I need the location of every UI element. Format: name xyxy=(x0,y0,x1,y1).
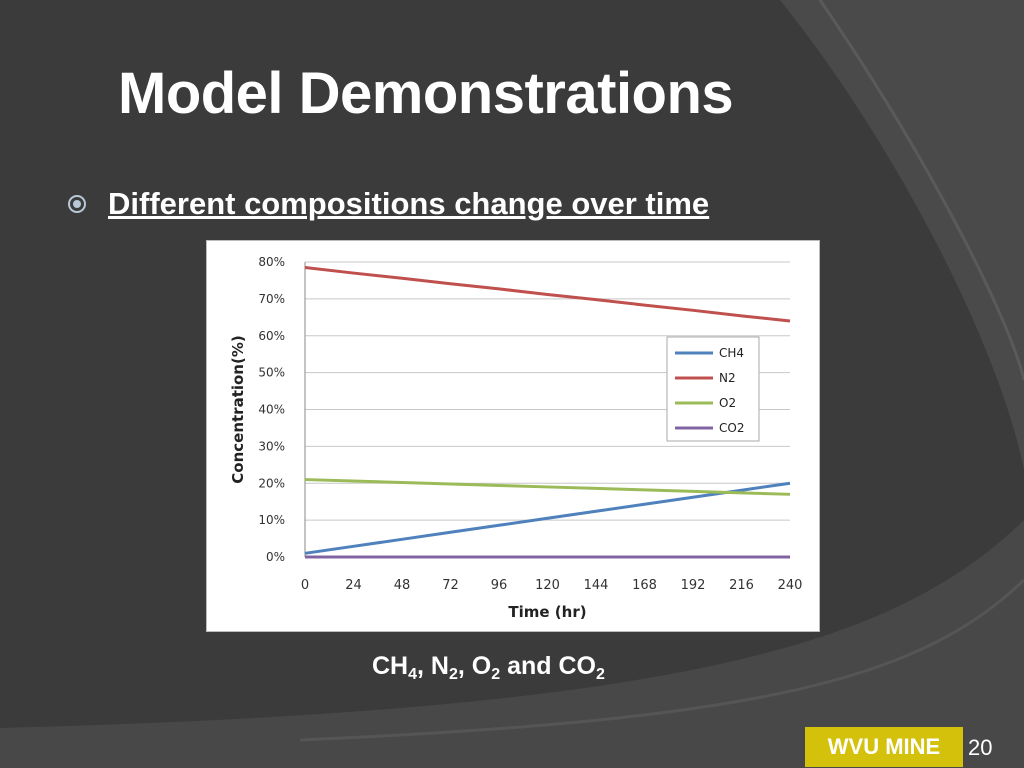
bullet-row: Different compositions change over time xyxy=(68,186,709,222)
footer-badge: WVU MINE xyxy=(805,727,963,767)
caption-subscript-0: 4 xyxy=(408,666,418,683)
y-tick-label: 40% xyxy=(258,403,285,417)
y-axis-title: Concentration(%) xyxy=(229,335,247,483)
bullet-text: Different compositions change over time xyxy=(108,186,710,221)
y-tick-label: 10% xyxy=(258,513,285,527)
y-tick-label: 0% xyxy=(266,550,285,564)
chart-caption: CH4, N2, O2 and CO2 xyxy=(372,652,605,684)
legend-label: CH4 xyxy=(719,346,744,360)
legend-label: CO2 xyxy=(719,421,744,435)
x-axis-title: Time (hr) xyxy=(508,603,586,621)
x-tick-label: 144 xyxy=(584,578,609,593)
page-number: 20 xyxy=(968,735,993,760)
chart-container: 0% 10% 20% 30% 40% 50% 60% 70% 80% 0 24 48 72 96 120 14… xyxy=(206,240,820,632)
legend-label: O2 xyxy=(719,396,736,410)
x-tick-label: 96 xyxy=(491,578,508,593)
y-tick-label: 50% xyxy=(258,366,285,380)
x-tick-label: 120 xyxy=(535,578,560,593)
y-tick-label: 20% xyxy=(258,476,285,490)
x-tick-label: 168 xyxy=(632,578,657,593)
y-tick-label: 80% xyxy=(258,255,285,269)
series-line-n2 xyxy=(304,266,791,323)
caption-text-2: , O xyxy=(457,652,492,680)
caption-subscript-2: 2 xyxy=(491,666,501,683)
series-line-o2 xyxy=(304,478,791,496)
slide-title: Model Demonstrations xyxy=(118,61,734,126)
legend-label: N2 xyxy=(719,371,736,385)
x-tick-label: 48 xyxy=(394,578,411,593)
caption-text-0: CH xyxy=(372,652,409,680)
bullet-icon xyxy=(68,195,86,213)
caption-text-1: , N xyxy=(417,652,449,680)
x-tick-label: 0 xyxy=(301,578,309,593)
x-tick-label: 192 xyxy=(681,578,706,593)
y-tick-label: 70% xyxy=(258,292,285,306)
caption-subscript-3: 2 xyxy=(595,666,605,683)
x-tick-label: 240 xyxy=(778,578,803,593)
line-chart: 0% 10% 20% 30% 40% 50% 60% 70% 80% 0 24 48 72 96 120 14… xyxy=(229,255,803,621)
series-line-ch4 xyxy=(304,481,791,555)
y-tick-label: 30% xyxy=(258,439,285,453)
caption-subscript-1: 2 xyxy=(448,666,458,683)
y-tick-label: 60% xyxy=(258,329,285,343)
caption-text-3: and CO xyxy=(500,652,596,680)
x-tick-label: 24 xyxy=(345,578,362,593)
x-tick-label: 216 xyxy=(729,578,754,593)
x-tick-label: 72 xyxy=(442,578,459,593)
